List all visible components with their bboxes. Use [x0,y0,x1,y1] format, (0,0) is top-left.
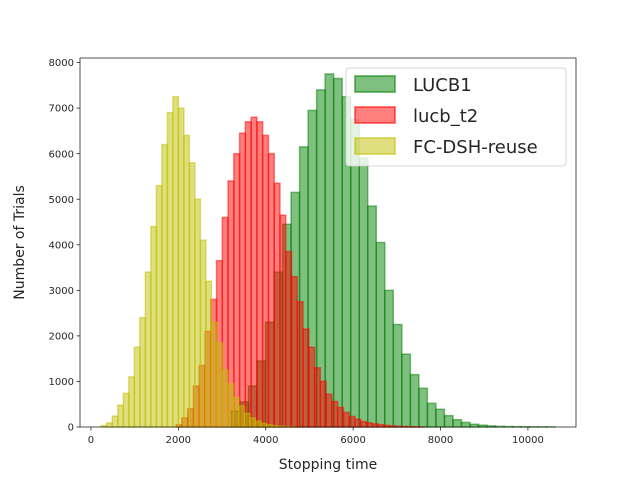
histogram-bar [313,367,322,428]
x-axis-label: Stopping time [279,457,377,473]
y-tick-label: 1000 [49,377,74,388]
histogram-bar [111,415,119,428]
histogram-bar [250,116,258,428]
histogram-bar [261,134,270,428]
y-tick-label: 2000 [49,331,74,342]
histogram-bar [166,111,174,428]
histogram-bar [435,408,446,428]
legend: LUCB1 lucb_t2 FC-DSH-reuse [345,67,567,167]
histogram-bar [249,417,257,428]
histogram-bar [319,380,327,428]
legend-swatch [354,137,396,155]
histogram-bar [371,423,379,428]
histogram-bar [469,423,480,428]
axes-frame [79,57,577,428]
histogram-bar [172,95,180,428]
histogram-bar [409,373,420,428]
histogram-bar [358,157,369,428]
histogram-bar [232,396,240,428]
y-tick-label: 6000 [49,149,74,160]
histogram-bar [233,152,241,428]
histogram-bar [183,134,191,428]
histogram-bar [384,289,395,428]
histogram-bar [194,198,202,428]
histogram-bar [221,369,229,428]
histogram-bar [354,418,362,428]
histogram-bar [139,316,147,428]
histogram-bar [144,271,152,428]
histogram-bar [302,328,310,428]
x-tick-label: 0 [88,435,94,446]
histogram-bar [205,280,213,428]
histogram-bar [210,321,218,428]
histogram-bar [336,406,345,428]
histogram-bar [324,73,335,428]
histogram-bar [256,121,264,428]
histogram-bar [367,205,378,428]
histogram-bar [150,225,158,428]
histogram-bar [238,405,246,428]
histogram-bar [106,422,114,428]
histogram-bar [188,162,196,428]
histogram-bar [460,421,471,428]
histogram-bar [177,107,185,428]
histogram-bar [359,420,368,428]
histogram-bar [273,182,281,428]
histogram-bar [227,382,235,428]
histogram-bar [342,411,350,428]
x-tick-label: 2000 [166,435,191,446]
y-tick-label: 0 [68,423,74,434]
histogram-bar [117,404,125,428]
histogram-bar [392,323,403,428]
x-tick-label: 10000 [512,435,544,446]
legend-label: lucb_t2 [413,106,478,127]
histogram-bar [426,402,437,428]
histogram-bar [254,420,262,428]
histogram-bar [122,392,130,428]
histogram-bar [296,300,304,428]
x-tick-label: 6000 [340,435,365,446]
y-tick-label: 8000 [49,58,74,69]
histogram-bar [199,239,207,428]
y-tick-label: 3000 [49,286,74,297]
y-tick-label: 4000 [49,240,74,251]
histogram-bar [216,341,224,428]
histogram-bar [284,250,293,428]
histogram-bar [325,393,333,428]
histogram-bar [161,143,169,428]
histogram-bar [244,121,252,428]
histogram-bar [267,152,275,428]
x-tick-label: 4000 [253,435,278,446]
histogram-bar [401,353,412,428]
x-tick-label: 8000 [428,435,453,446]
histogram-bar [155,184,163,428]
histogram-bar [260,422,268,428]
histogram-bar [238,132,247,428]
legend-box [345,67,567,167]
histogram-bar [418,387,429,428]
y-tick-label: 5000 [49,195,74,206]
histogram-bar [279,214,287,428]
histogram-bar [348,415,356,428]
y-tick-label: 7000 [49,104,74,115]
legend-label: LUCB1 [413,75,472,96]
legend-label: FC-DSH-reuse [413,137,538,158]
histogram-bar [443,414,454,428]
histogram-bar [452,418,463,428]
histogram-bar [375,241,386,428]
histogram-bar [308,346,316,428]
histogram-bar [243,412,251,428]
histogram-bar [290,275,299,428]
y-axis-ticks: 0 1000 2000 3000 4000 5000 6000 7000 8000 [49,58,80,434]
legend-swatch [354,75,396,93]
histogram-bar [332,77,343,428]
x-axis-ticks: 0 2000 4000 6000 8000 10000 [88,427,544,446]
histogram-bar [331,400,339,428]
y-axis-label: Number of Trials [12,185,28,300]
histogram-bar [133,346,141,428]
histogram-bar [365,422,374,428]
histogram-bar [128,376,136,428]
legend-swatch [354,106,396,124]
